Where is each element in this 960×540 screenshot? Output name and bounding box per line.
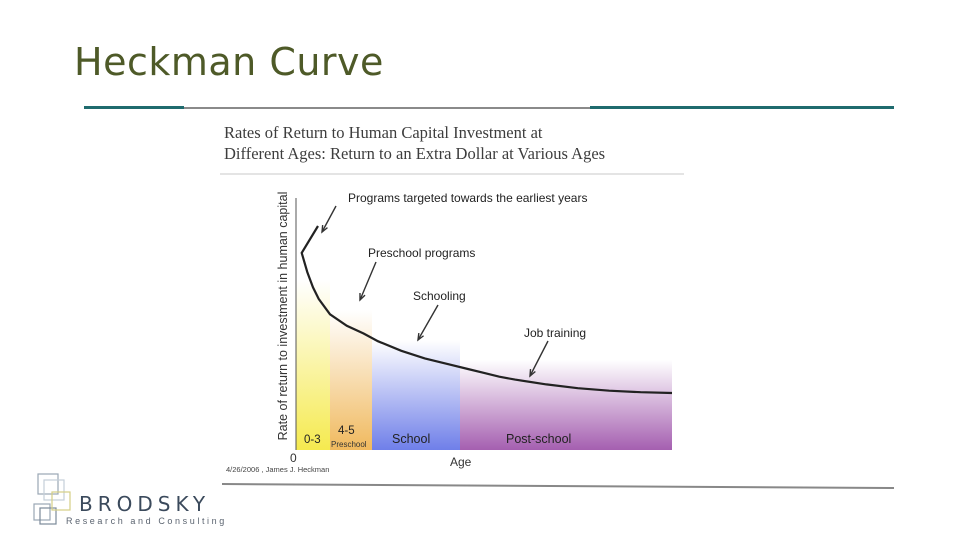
title-underline-right bbox=[590, 106, 894, 109]
stage-band-2 bbox=[372, 340, 460, 450]
annotation-label-0: Programs targeted towards the earliest y… bbox=[348, 191, 587, 205]
annotation-arrowhead-0 bbox=[321, 224, 328, 234]
chart-title: Rates of Return to Human Capital Investm… bbox=[224, 122, 605, 164]
chart-title-line-2: Different Ages: Return to an Extra Dolla… bbox=[224, 144, 606, 163]
stage-label-2: School bbox=[392, 432, 430, 446]
annotations: Programs targeted towards the earliest y… bbox=[321, 191, 587, 378]
annotation-arrow-3 bbox=[529, 340, 549, 377]
y-axis-label: Rate of return to investment in human ca… bbox=[276, 192, 290, 441]
bottom-rule bbox=[221, 483, 895, 489]
brand-name: BRODSKY bbox=[79, 492, 211, 516]
title-underline-left bbox=[84, 106, 184, 109]
annotation-label-2: Schooling bbox=[413, 289, 466, 303]
title-underline-mid bbox=[184, 107, 590, 109]
stage-label-1: 4-5 bbox=[338, 425, 355, 437]
stage-label-3: Post-school bbox=[506, 432, 571, 446]
stage-sublabel-1: Preschool bbox=[331, 440, 367, 449]
chart-footnote: 4/26/2006 , James J. Heckman bbox=[226, 465, 329, 474]
annotation-arrow-1 bbox=[359, 261, 377, 301]
stage-label-0: 0-3 bbox=[304, 434, 321, 446]
slide-title: Heckman Curve bbox=[74, 40, 384, 84]
annotation-arrowhead-1 bbox=[359, 292, 366, 302]
brodsky-cube-logo-icon bbox=[33, 473, 71, 525]
origin-label: 0 bbox=[290, 451, 297, 465]
annotation-arrow-2 bbox=[417, 304, 439, 341]
annotation-arrowhead-2 bbox=[417, 332, 424, 342]
annotation-label-3: Job training bbox=[524, 326, 586, 340]
annotation-arrowhead-3 bbox=[529, 368, 536, 378]
annotation-arrow-0 bbox=[321, 205, 337, 233]
x-axis-label: Age bbox=[450, 455, 472, 469]
stage-bands: 0-3 4-5 Preschool School Post-school bbox=[296, 280, 672, 450]
chart-title-line-1: Rates of Return to Human Capital Investm… bbox=[224, 123, 543, 142]
return-curve bbox=[300, 225, 673, 395]
brand-tagline: Research and Consulting bbox=[66, 516, 227, 526]
annotation-label-1: Preschool programs bbox=[368, 246, 475, 260]
